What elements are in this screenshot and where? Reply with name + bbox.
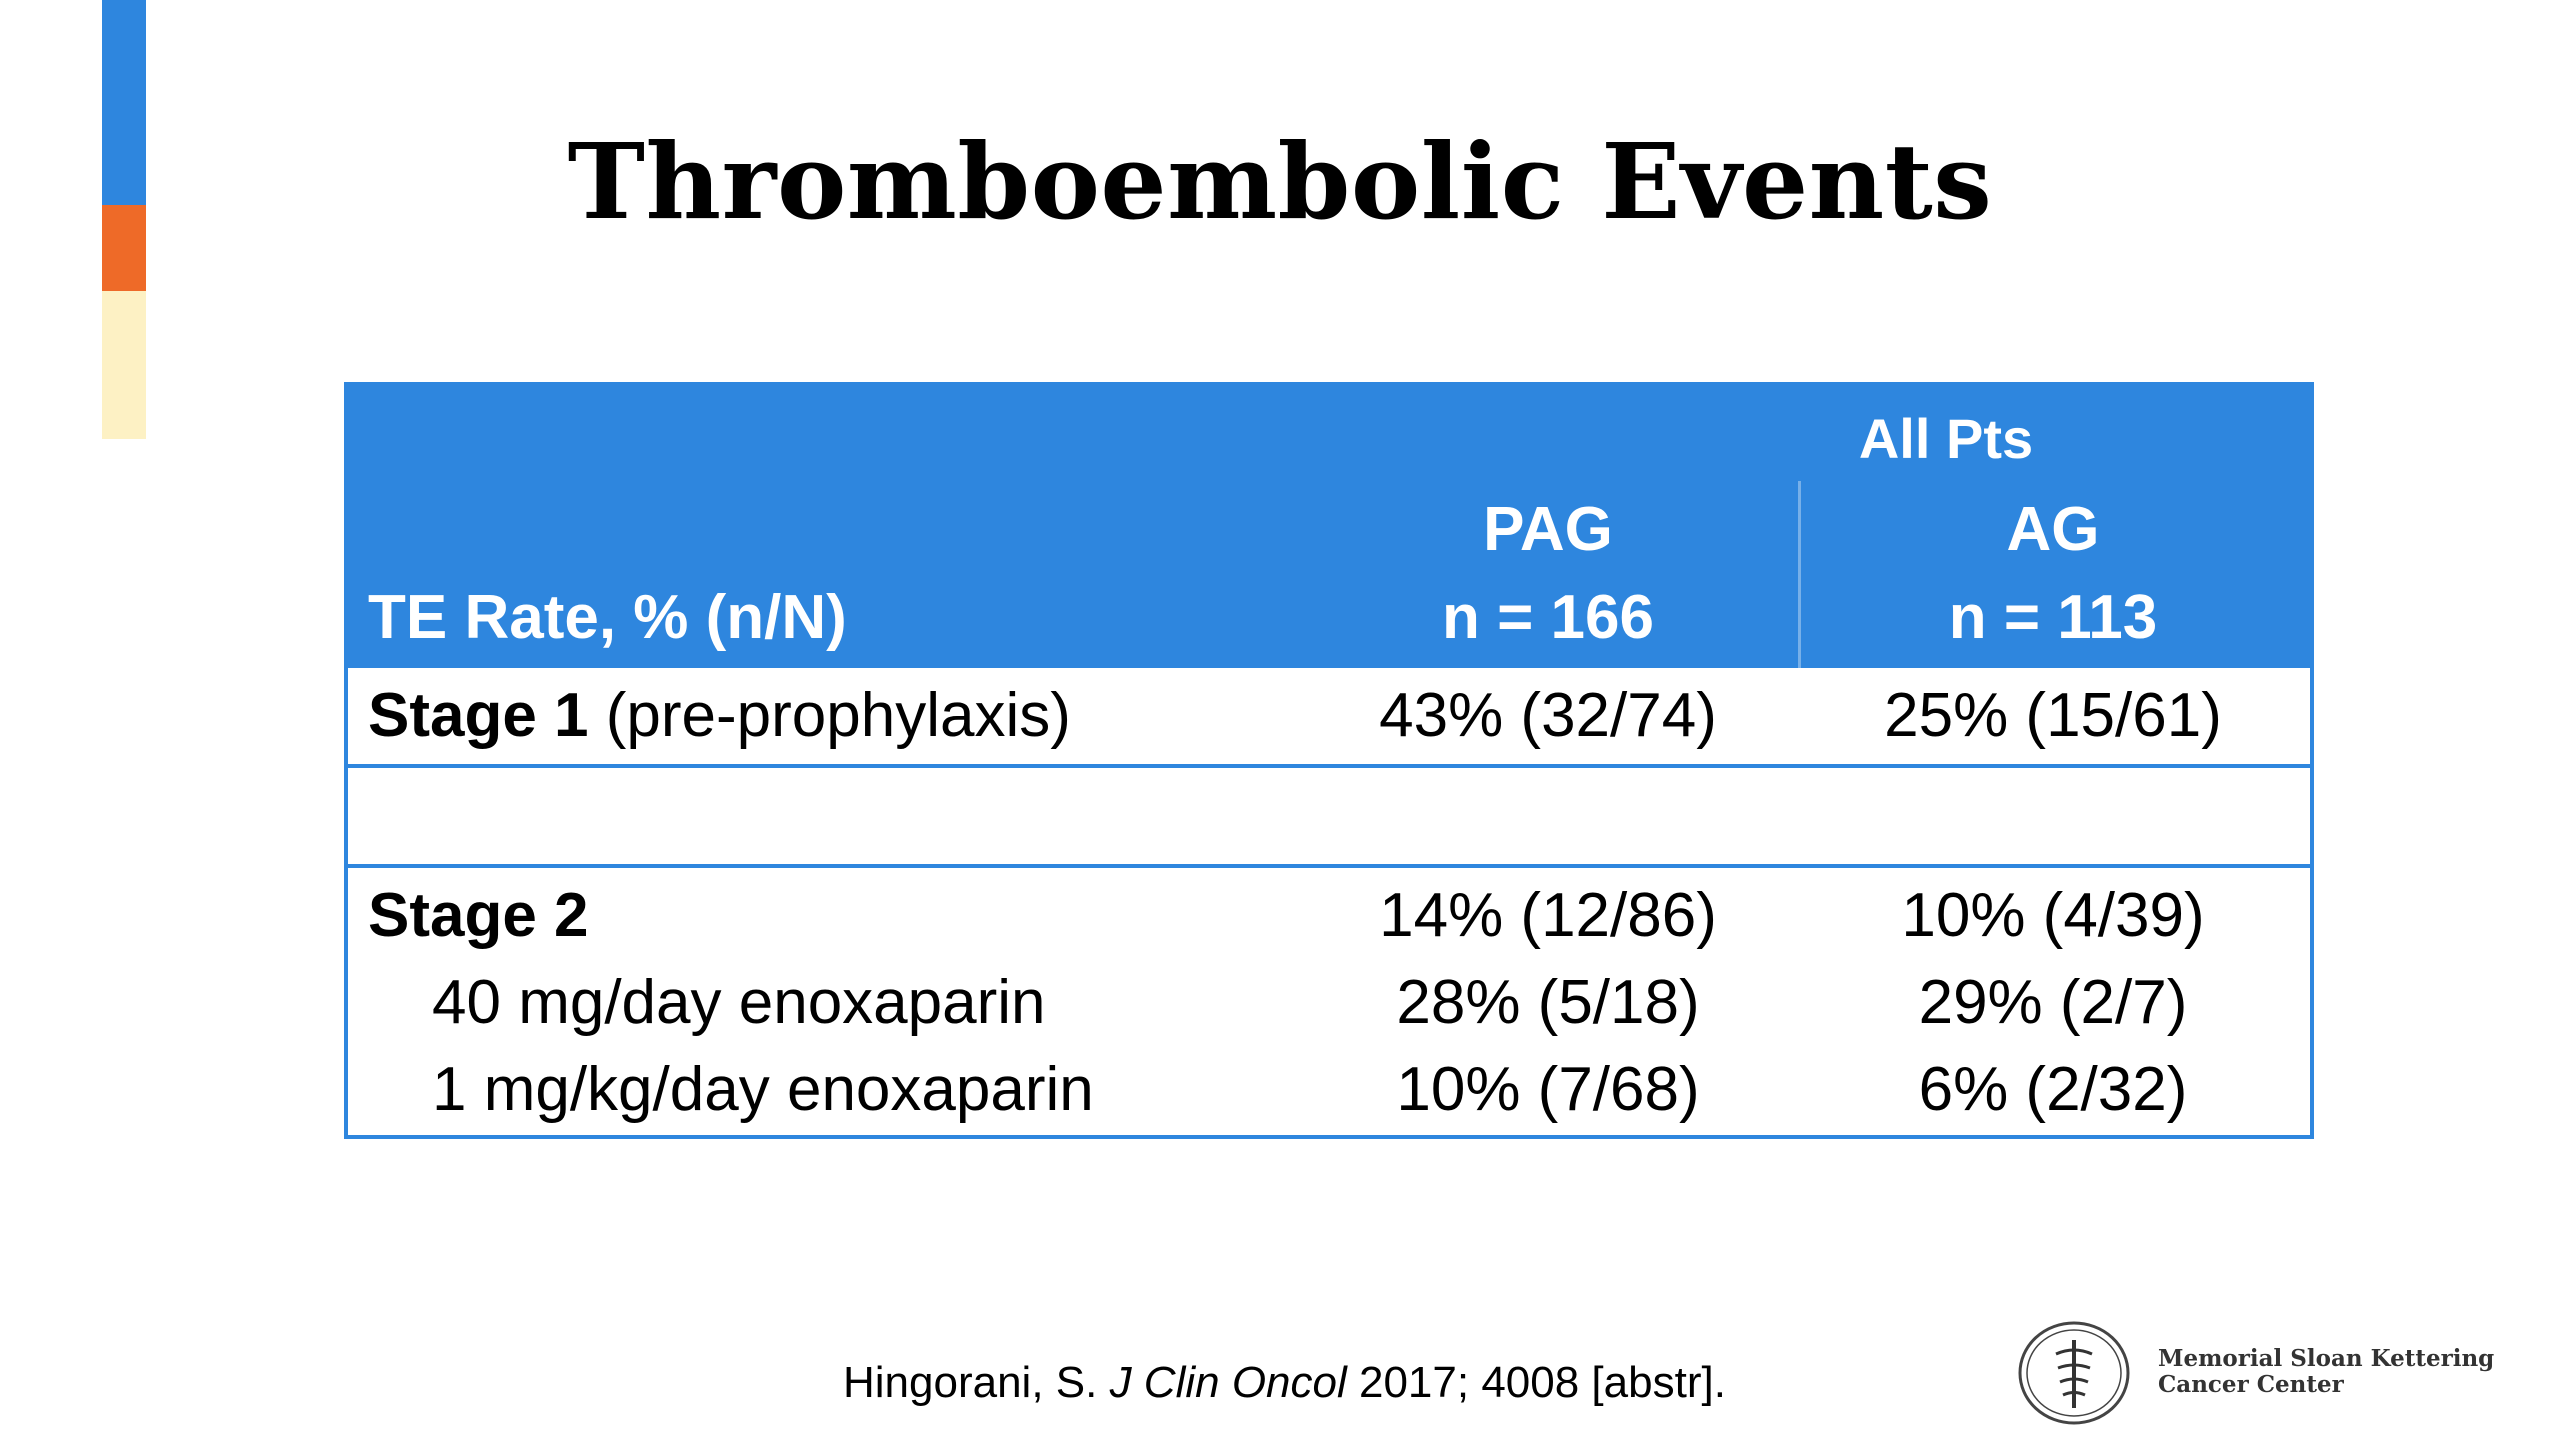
logo-text: Memorial Sloan Kettering Cancer Center bbox=[2158, 1346, 2494, 1398]
stage2-label-bold: Stage 2 bbox=[368, 881, 589, 950]
stage2-subrow-40mg: 40 mg/day enoxaparin 28% (5/18) 29% (2/7… bbox=[348, 959, 2310, 1047]
stage1-label: Stage 1 (pre-prophylaxis) bbox=[368, 672, 1071, 760]
slide-title: Thromboembolic Events bbox=[567, 120, 1993, 243]
subrow-40mg-label: 40 mg/day enoxaparin bbox=[432, 968, 1046, 1037]
column-name-ag: AG bbox=[2006, 495, 2100, 564]
group-header-all-pts: All Pts bbox=[1858, 407, 2034, 470]
logo-line1: Memorial Sloan Kettering bbox=[2158, 1345, 2495, 1372]
row-header-label: TE Rate, % (n/N) bbox=[368, 583, 847, 652]
te-rate-table: All Pts PAG n = 166 AG n = 113 TE Rate, … bbox=[344, 382, 2314, 1139]
msk-logo: Memorial Sloan Kettering Cancer Center bbox=[2015, 1318, 2494, 1428]
subrow-1mgkg-pag-value: 10% (7/68) bbox=[1396, 1055, 1700, 1124]
logo-line2: Cancer Center bbox=[2158, 1371, 2344, 1398]
stage2-line: Stage 2 14% (12/86) 10% (4/39) bbox=[348, 872, 2310, 960]
table-header: All Pts PAG n = 166 AG n = 113 TE Rate, … bbox=[348, 386, 2310, 668]
subrow-1mgkg-ag-value: 6% (2/32) bbox=[1918, 1055, 2188, 1124]
accent-bar-orange bbox=[102, 205, 146, 291]
stage2-label: Stage 2 bbox=[368, 872, 589, 960]
table-row-stage1: Stage 1 (pre-prophylaxis) 43% (32/74) 25… bbox=[348, 668, 2310, 768]
msk-caduceus-icon bbox=[2018, 1321, 2130, 1425]
column-name-pag: PAG bbox=[1483, 495, 1613, 564]
subrow-40mg-pag-value: 28% (5/18) bbox=[1396, 968, 1700, 1037]
stage2-subrow-1mgkg: 1 mg/kg/day enoxaparin 10% (7/68) 6% (2/… bbox=[348, 1046, 2310, 1134]
stage1-label-bold: Stage 1 bbox=[368, 681, 589, 750]
accent-bar-blue bbox=[102, 0, 146, 205]
citation: Hingorani, S. J Clin Oncol 2017; 4008 [a… bbox=[843, 1353, 1726, 1413]
citation-author: Hingorani, S. bbox=[843, 1358, 1110, 1407]
stage1-line: Stage 1 (pre-prophylaxis) 43% (32/74) 25… bbox=[348, 672, 2310, 760]
table-row-stage2: Stage 2 14% (12/86) 10% (4/39) 40 mg/day… bbox=[348, 868, 2310, 1139]
accent-bar-yellow bbox=[102, 291, 146, 439]
stage1-label-rest: (pre-prophylaxis) bbox=[588, 681, 1071, 750]
stage2-ag-value: 10% (4/39) bbox=[1901, 881, 2205, 950]
column-header-ag: AG n = 113 bbox=[1803, 486, 2303, 662]
stage1-ag-value: 25% (15/61) bbox=[1884, 681, 2222, 750]
subrow-40mg-ag-value: 29% (2/7) bbox=[1918, 968, 2188, 1037]
column-divider bbox=[1798, 481, 1801, 668]
citation-rest: 2017; 4008 [abstr]. bbox=[1346, 1358, 1726, 1407]
column-n-pag: n = 166 bbox=[1442, 583, 1654, 652]
column-n-ag: n = 113 bbox=[1948, 583, 2158, 652]
stage2-pag-value: 14% (12/86) bbox=[1379, 881, 1717, 950]
stage1-pag-value: 43% (32/74) bbox=[1379, 681, 1717, 750]
subrow-1mgkg-label: 1 mg/kg/day enoxaparin bbox=[432, 1055, 1094, 1124]
column-header-pag: PAG n = 166 bbox=[1298, 486, 1798, 662]
citation-journal: J Clin Oncol bbox=[1109, 1358, 1347, 1407]
table-row-empty bbox=[348, 768, 2310, 868]
